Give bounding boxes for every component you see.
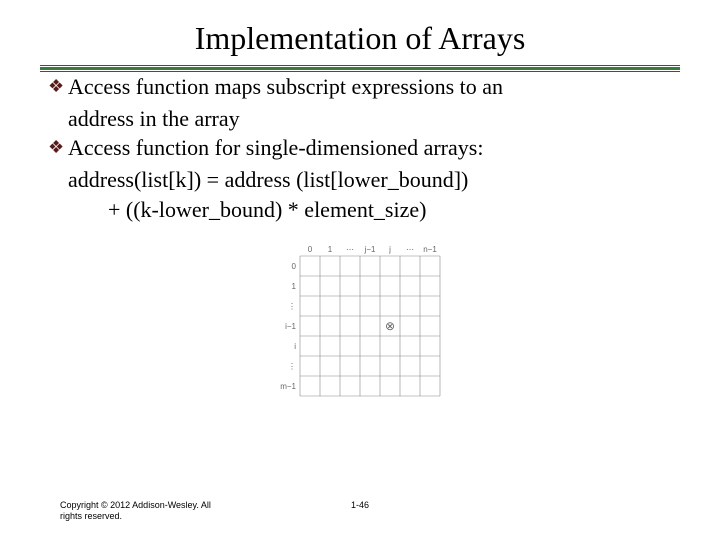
- slide-title: Implementation of Arrays: [40, 20, 680, 57]
- svg-text:i−1: i−1: [285, 322, 296, 331]
- svg-text:j: j: [388, 245, 391, 254]
- slide: Implementation of Arrays ❖ Access functi…: [0, 0, 720, 540]
- svg-text:⋮: ⋮: [288, 302, 296, 311]
- diamond-bullet-icon: ❖: [48, 72, 68, 100]
- svg-text:⋮: ⋮: [288, 362, 296, 371]
- bullet-text: Access function for single-dimensioned a…: [68, 133, 680, 163]
- svg-text:n−1: n−1: [423, 245, 437, 254]
- footer: Copyright © 2012 Addison-Wesley. All rig…: [60, 500, 660, 522]
- svg-text:i: i: [294, 342, 296, 351]
- array-grid-diagram: 0 1 ⋯ j−1 j ⋯ n−1 0 1 ⋮ i−1 i ⋮ m−1 ⊗: [276, 242, 444, 400]
- svg-text:⊗: ⊗: [385, 319, 395, 333]
- diamond-bullet-icon: ❖: [48, 133, 68, 161]
- svg-text:⋯: ⋯: [406, 245, 414, 254]
- svg-text:1: 1: [328, 245, 333, 254]
- bullet-continuation: address in the array: [68, 104, 680, 134]
- svg-text:1: 1: [292, 282, 297, 291]
- svg-text:m−1: m−1: [280, 382, 296, 391]
- bullet-item: ❖ Access function for single-dimensioned…: [48, 133, 680, 163]
- content-area: ❖ Access function maps subscript express…: [48, 72, 680, 224]
- svg-text:⋯: ⋯: [346, 245, 354, 254]
- bullet-item: ❖ Access function maps subscript express…: [48, 72, 680, 102]
- svg-text:0: 0: [308, 245, 313, 254]
- copyright-text: Copyright © 2012 Addison-Wesley. All rig…: [60, 500, 220, 522]
- svg-text:0: 0: [292, 262, 297, 271]
- page-number: 1-46: [351, 500, 369, 510]
- bullet-continuation: + ((k-lower_bound) * element_size): [108, 195, 680, 225]
- title-rule: [40, 65, 680, 72]
- bullet-text: Access function maps subscript expressio…: [68, 72, 680, 102]
- bullet-continuation: address(list[k]) = address (list[lower_b…: [68, 165, 680, 195]
- svg-text:j−1: j−1: [364, 245, 376, 254]
